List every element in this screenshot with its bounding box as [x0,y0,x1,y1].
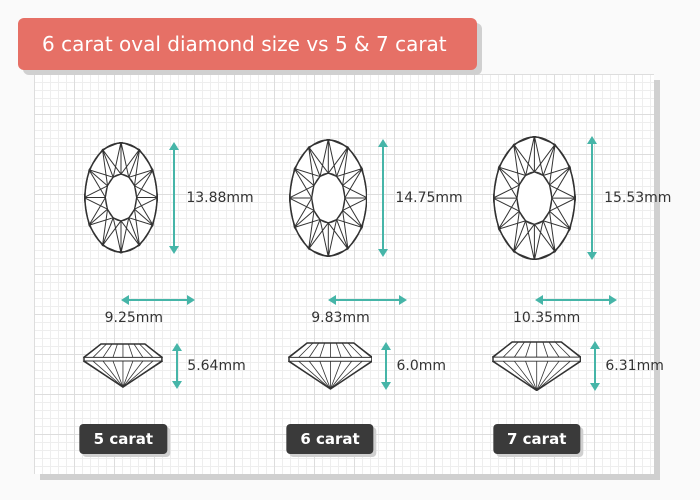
title-bar: 6 carat oval diamond size vs 5 & 7 carat [18,18,477,70]
vertical-dimension-arrow [377,139,389,257]
oval-diamond-icon [289,139,368,257]
vertical-dimension-arrow [168,142,180,253]
side-diamond-icon [288,342,373,390]
height-label: 15.53mm [604,190,671,206]
vertical-dimension-arrow [589,341,601,391]
diamond-column: 15.53mm 10.35mm 6.31mm 7 carat [447,74,654,474]
side-diamond-icon [492,341,581,391]
depth-label: 6.0mm [396,358,446,374]
diamond-columns: 13.88mm 9.25mm 5.64mm 5 carat 14.75mm [34,74,654,474]
width-label: 10.35mm [513,310,580,326]
depth-label: 5.64mm [187,358,245,374]
vertical-dimension-arrow [171,343,183,388]
title-text: 6 carat oval diamond size vs 5 & 7 carat [42,32,447,56]
carat-badge: 5 carat [80,424,167,454]
diamond-column: 14.75mm 9.83mm 6.0mm 6 carat [241,74,448,474]
depth-label: 6.31mm [605,358,663,374]
width-label: 9.25mm [105,310,163,326]
diamond-column: 13.88mm 9.25mm 5.64mm 5 carat [34,74,241,474]
carat-badge: 7 carat [493,424,580,454]
horizontal-dimension-arrow [328,294,407,306]
horizontal-dimension-arrow [535,294,618,306]
vertical-dimension-arrow [586,136,598,260]
vertical-dimension-arrow [380,342,392,390]
side-diamond-icon [83,343,163,388]
oval-diamond-icon [493,136,576,260]
width-label: 9.83mm [311,310,369,326]
oval-diamond-icon [84,142,158,253]
carat-badge: 6 carat [286,424,373,454]
horizontal-dimension-arrow [121,294,195,306]
